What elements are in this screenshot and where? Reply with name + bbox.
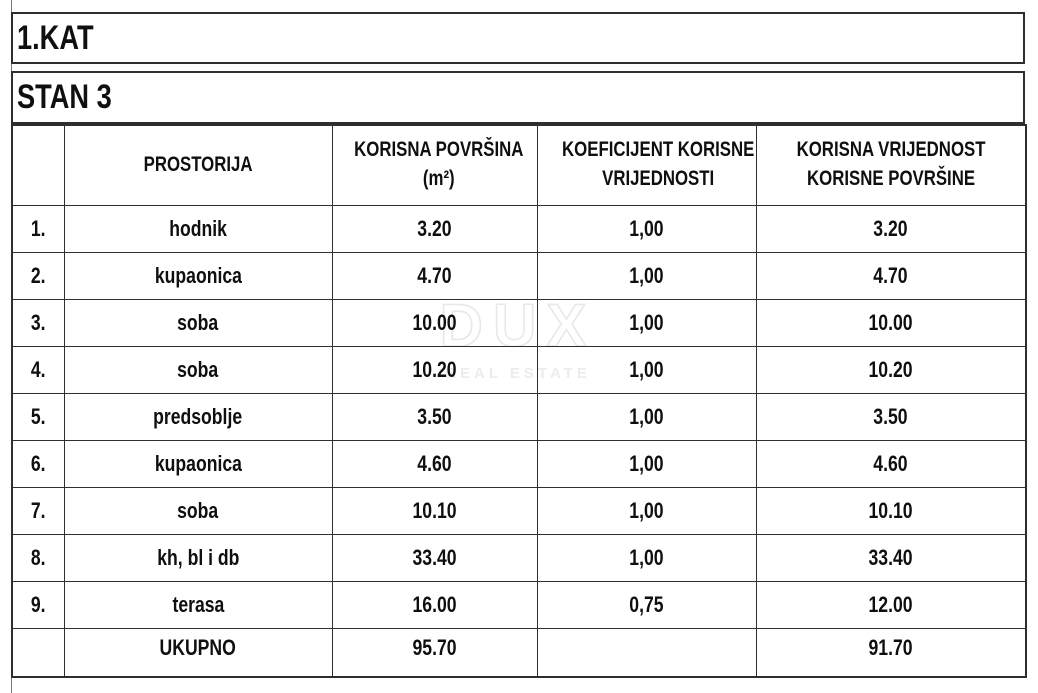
table-row: 1. hodnik 3.20 1,00 3.20 xyxy=(11,204,1027,253)
rooms-table: PROSTORIJA KORISNA POVRŠINA (m²) KOEFICI… xyxy=(11,124,1027,678)
coefficient-cell: 1,00 xyxy=(536,392,757,441)
value-cell: 10.20 xyxy=(755,345,1027,394)
table-header-row: PROSTORIJA KORISNA POVRŠINA (m²) KOEFICI… xyxy=(11,124,1027,206)
area-cell: 16.00 xyxy=(331,580,538,629)
value-cell: 33.40 xyxy=(755,533,1027,582)
coefficient-cell: 1,00 xyxy=(536,298,757,347)
area-cell: 4.70 xyxy=(331,251,538,300)
total-area-cell: 95.70 xyxy=(331,627,538,678)
room-name-cell: hodnik xyxy=(63,204,333,253)
value-cell: 3.20 xyxy=(755,204,1027,253)
header-room-cell: PROSTORIJA xyxy=(63,124,333,206)
floor-title-banner: 1.KAT xyxy=(11,12,1025,64)
coefficient-cell: 1,00 xyxy=(536,345,757,394)
room-name-cell: kh, bl i db xyxy=(63,533,333,582)
value-cell: 4.60 xyxy=(755,439,1027,488)
table-row: 9. terasa 16.00 0,75 12.00 xyxy=(11,580,1027,629)
room-name-cell: kupaonica xyxy=(63,251,333,300)
row-number-cell: 3. xyxy=(11,298,65,347)
row-number-cell: 7. xyxy=(11,486,65,535)
value-cell: 12.00 xyxy=(755,580,1027,629)
room-name-cell: kupaonica xyxy=(63,439,333,488)
apartment-title: STAN 3 xyxy=(17,78,112,116)
coefficient-cell: 1,00 xyxy=(536,486,757,535)
header-area-cell: KORISNA POVRŠINA (m²) xyxy=(331,124,538,206)
room-name-cell: soba xyxy=(63,345,333,394)
header-value-cell: KORISNA VRIJEDNOST KORISNE POVRŠINE xyxy=(755,124,1027,206)
table-row: 3. soba 10.00 1,00 10.00 xyxy=(11,298,1027,347)
area-cell: 10.10 xyxy=(331,486,538,535)
value-cell: 10.10 xyxy=(755,486,1027,535)
header-coefficient-label: KOEFICIJENT KORISNE VRIJEDNOSTI xyxy=(561,138,754,191)
room-name-cell: soba xyxy=(63,298,333,347)
coefficient-cell: 1,00 xyxy=(536,204,757,253)
area-cell: 3.50 xyxy=(331,392,538,441)
header-number-cell xyxy=(11,124,65,206)
area-cell: 33.40 xyxy=(331,533,538,582)
table-row: 4. soba 10.20 1,00 10.20 xyxy=(11,345,1027,394)
table-total-row: UKUPNO 95.70 91.70 xyxy=(11,627,1027,678)
row-number-cell: 2. xyxy=(11,251,65,300)
coefficient-cell: 1,00 xyxy=(536,439,757,488)
total-number-cell xyxy=(11,627,65,678)
total-value-cell: 91.70 xyxy=(755,627,1027,678)
area-cell: 3.20 xyxy=(331,204,538,253)
table-row: 6. kupaonica 4.60 1,00 4.60 xyxy=(11,439,1027,488)
row-number-cell: 1. xyxy=(11,204,65,253)
coefficient-cell: 1,00 xyxy=(536,251,757,300)
value-cell: 3.50 xyxy=(755,392,1027,441)
area-cell: 10.00 xyxy=(331,298,538,347)
header-room-label: PROSTORIJA xyxy=(143,152,253,176)
table-row: 8. kh, bl i db 33.40 1,00 33.40 xyxy=(11,533,1027,582)
value-cell: 10.00 xyxy=(755,298,1027,347)
row-number-cell: 6. xyxy=(11,439,65,488)
total-coefficient-cell xyxy=(536,627,757,678)
header-area-label: KORISNA POVRŠINA (m²) xyxy=(353,138,523,191)
value-cell: 4.70 xyxy=(755,251,1027,300)
coefficient-cell: 1,00 xyxy=(536,533,757,582)
table-row: 5. predsoblje 3.50 1,00 3.50 xyxy=(11,392,1027,441)
total-label-cell: UKUPNO xyxy=(63,627,333,678)
row-number-cell: 4. xyxy=(11,345,65,394)
row-number-cell: 8. xyxy=(11,533,65,582)
area-cell: 4.60 xyxy=(331,439,538,488)
area-cell: 10.20 xyxy=(331,345,538,394)
room-name-cell: soba xyxy=(63,486,333,535)
row-number-cell: 5. xyxy=(11,392,65,441)
floor-title: 1.KAT xyxy=(17,18,94,57)
row-number-cell: 9. xyxy=(11,580,65,629)
room-name-cell: terasa xyxy=(63,580,333,629)
room-name-cell: predsoblje xyxy=(63,392,333,441)
header-coefficient-cell: KOEFICIJENT KORISNE VRIJEDNOSTI xyxy=(536,124,757,206)
table-row: 2. kupaonica 4.70 1,00 4.70 xyxy=(11,251,1027,300)
header-value-label: KORISNA VRIJEDNOST KORISNE POVRŠINE xyxy=(796,138,986,191)
coefficient-cell: 0,75 xyxy=(536,580,757,629)
apartment-title-banner: STAN 3 xyxy=(11,71,1025,124)
table-row: 7. soba 10.10 1,00 10.10 xyxy=(11,486,1027,535)
